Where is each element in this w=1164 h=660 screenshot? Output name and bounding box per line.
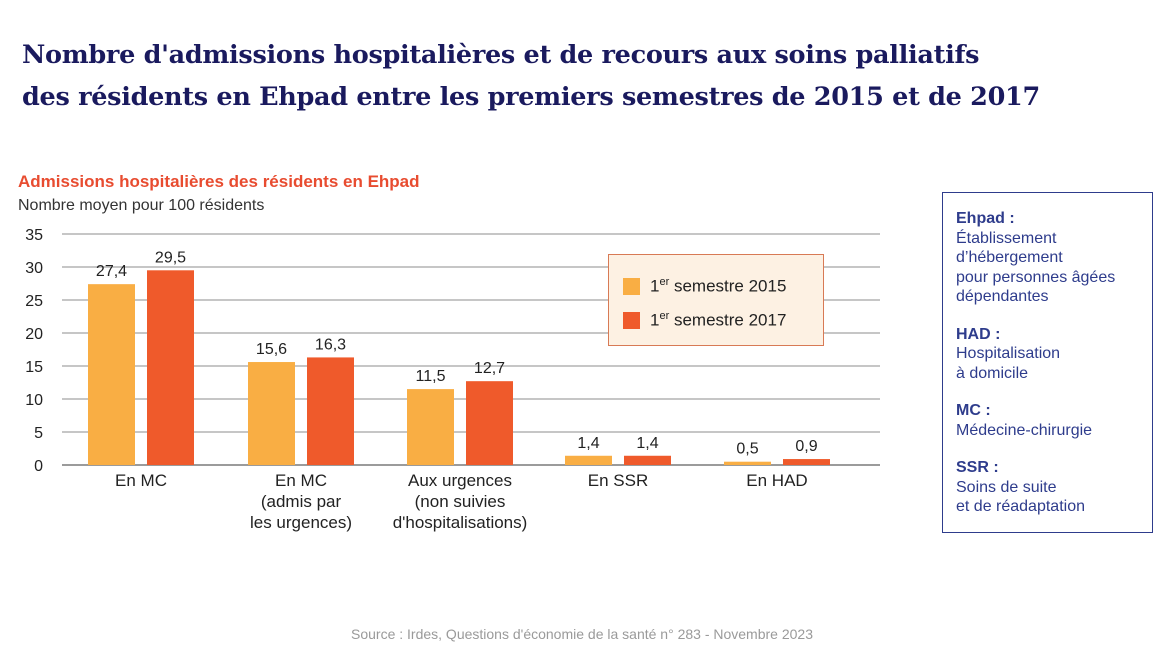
data-label: 0,9 [795,438,817,455]
legend-item-2015: 1er semestre 2015 [623,275,786,297]
title-line-2: des résidents en Ehpad entre les premier… [22,82,1040,112]
page-title: Nombre d'admissions hospitalières et de … [22,34,1142,118]
data-label: 16,3 [315,336,346,353]
bar-2015-4 [724,461,771,465]
glossary-definition: et de réadaptation [956,498,1085,515]
glossary-entry: Ehpad : Établissement d’hébergement pour pe… [956,209,1142,307]
chart-title: Admissions hospitalières des résidents e… [18,172,420,191]
bar-2017-4 [783,459,830,465]
legend-label-2015: 1er semestre 2015 [650,275,787,296]
y-tick-label: 0 [34,458,43,475]
data-label: 12,7 [474,360,505,377]
glossary-definition: à domicile [956,364,1029,382]
data-label: 11,5 [416,368,446,385]
glossary-definition: Médecine-chirurgie [956,421,1093,439]
title-line-1: Nombre d'admissions hospitalières et de … [22,40,980,70]
bar-2017-0 [147,270,194,465]
legend-label-2017: 1er semestre 2017 [650,309,787,330]
x-tick-label: En MC (admis par les urgences) [250,471,352,532]
glossary-box: Ehpad : Établissement d’hébergement pour pe… [942,192,1153,533]
glossary-definition: Soins de suite [956,478,1057,496]
glossary-definition: pour personnes âgées [956,268,1116,286]
legend-item-2017: 1er semestre 2017 [623,309,786,331]
x-tick-label: En MC [115,471,167,490]
data-label: 1,4 [577,435,599,452]
glossary-term: MC : [956,402,991,419]
y-tick-label: 20 [25,326,43,343]
glossary-definition: Hospitalisation [956,345,1061,362]
chart-legend: 1er semestre 2015 1er semestre 2017 [608,254,824,346]
data-label: 1,4 [636,435,658,452]
x-tick-label: En SSR [588,471,648,490]
y-tick-label: 10 [25,392,43,409]
glossary-term: Ehpad : [956,210,1015,227]
y-tick-label: 30 [25,260,43,277]
glossary-entry: SSR : Soins de suite et de réadaptation [956,458,1142,517]
glossary-term: HAD : [956,325,1001,343]
y-tick-label: 5 [34,425,43,442]
data-label: 0,5 [736,441,758,458]
source-note: Source : Irdes, Questions d'économie de … [351,626,813,642]
glossary-entry: MC : Médecine-chirurgie [956,401,1142,440]
chart-y-axis-label: Nombre moyen pour 100 résidents [18,197,265,214]
bar-chart: 0 5 10 15 20 25 30 35 27,4 15,6 11,5 1,4 0,5 29,5 16,3… [25,227,880,532]
bar-2015-3 [565,455,612,465]
data-label: 27,4 [96,263,127,280]
data-label: 29,5 [155,249,186,266]
legend-swatch-2015 [623,277,640,295]
glossary-definition: dépendantes [956,288,1049,305]
bar-2015-0 [88,284,135,465]
x-tick-label: Aux urgences (non suivies d'hospitalisatio… [393,471,528,532]
bar-2017-1 [307,357,354,465]
glossary-entry: HAD : Hospitalisation à domicile [956,325,1142,384]
y-tick-label: 35 [25,227,43,244]
bar-2017-2 [466,381,513,465]
bar-2017-3 [624,455,671,465]
glossary-definition: Établissement [956,229,1057,247]
bar-2015-2 [407,389,454,465]
glossary-definition: d’hébergement [956,249,1063,266]
y-tick-label: 25 [25,293,43,310]
bar-2015-1 [248,362,295,465]
data-label: 15,6 [256,341,287,358]
legend-swatch-2017 [623,311,640,329]
glossary-term: SSR : [956,459,999,476]
x-tick-label: En HAD [746,471,807,490]
y-tick-label: 15 [25,359,43,376]
